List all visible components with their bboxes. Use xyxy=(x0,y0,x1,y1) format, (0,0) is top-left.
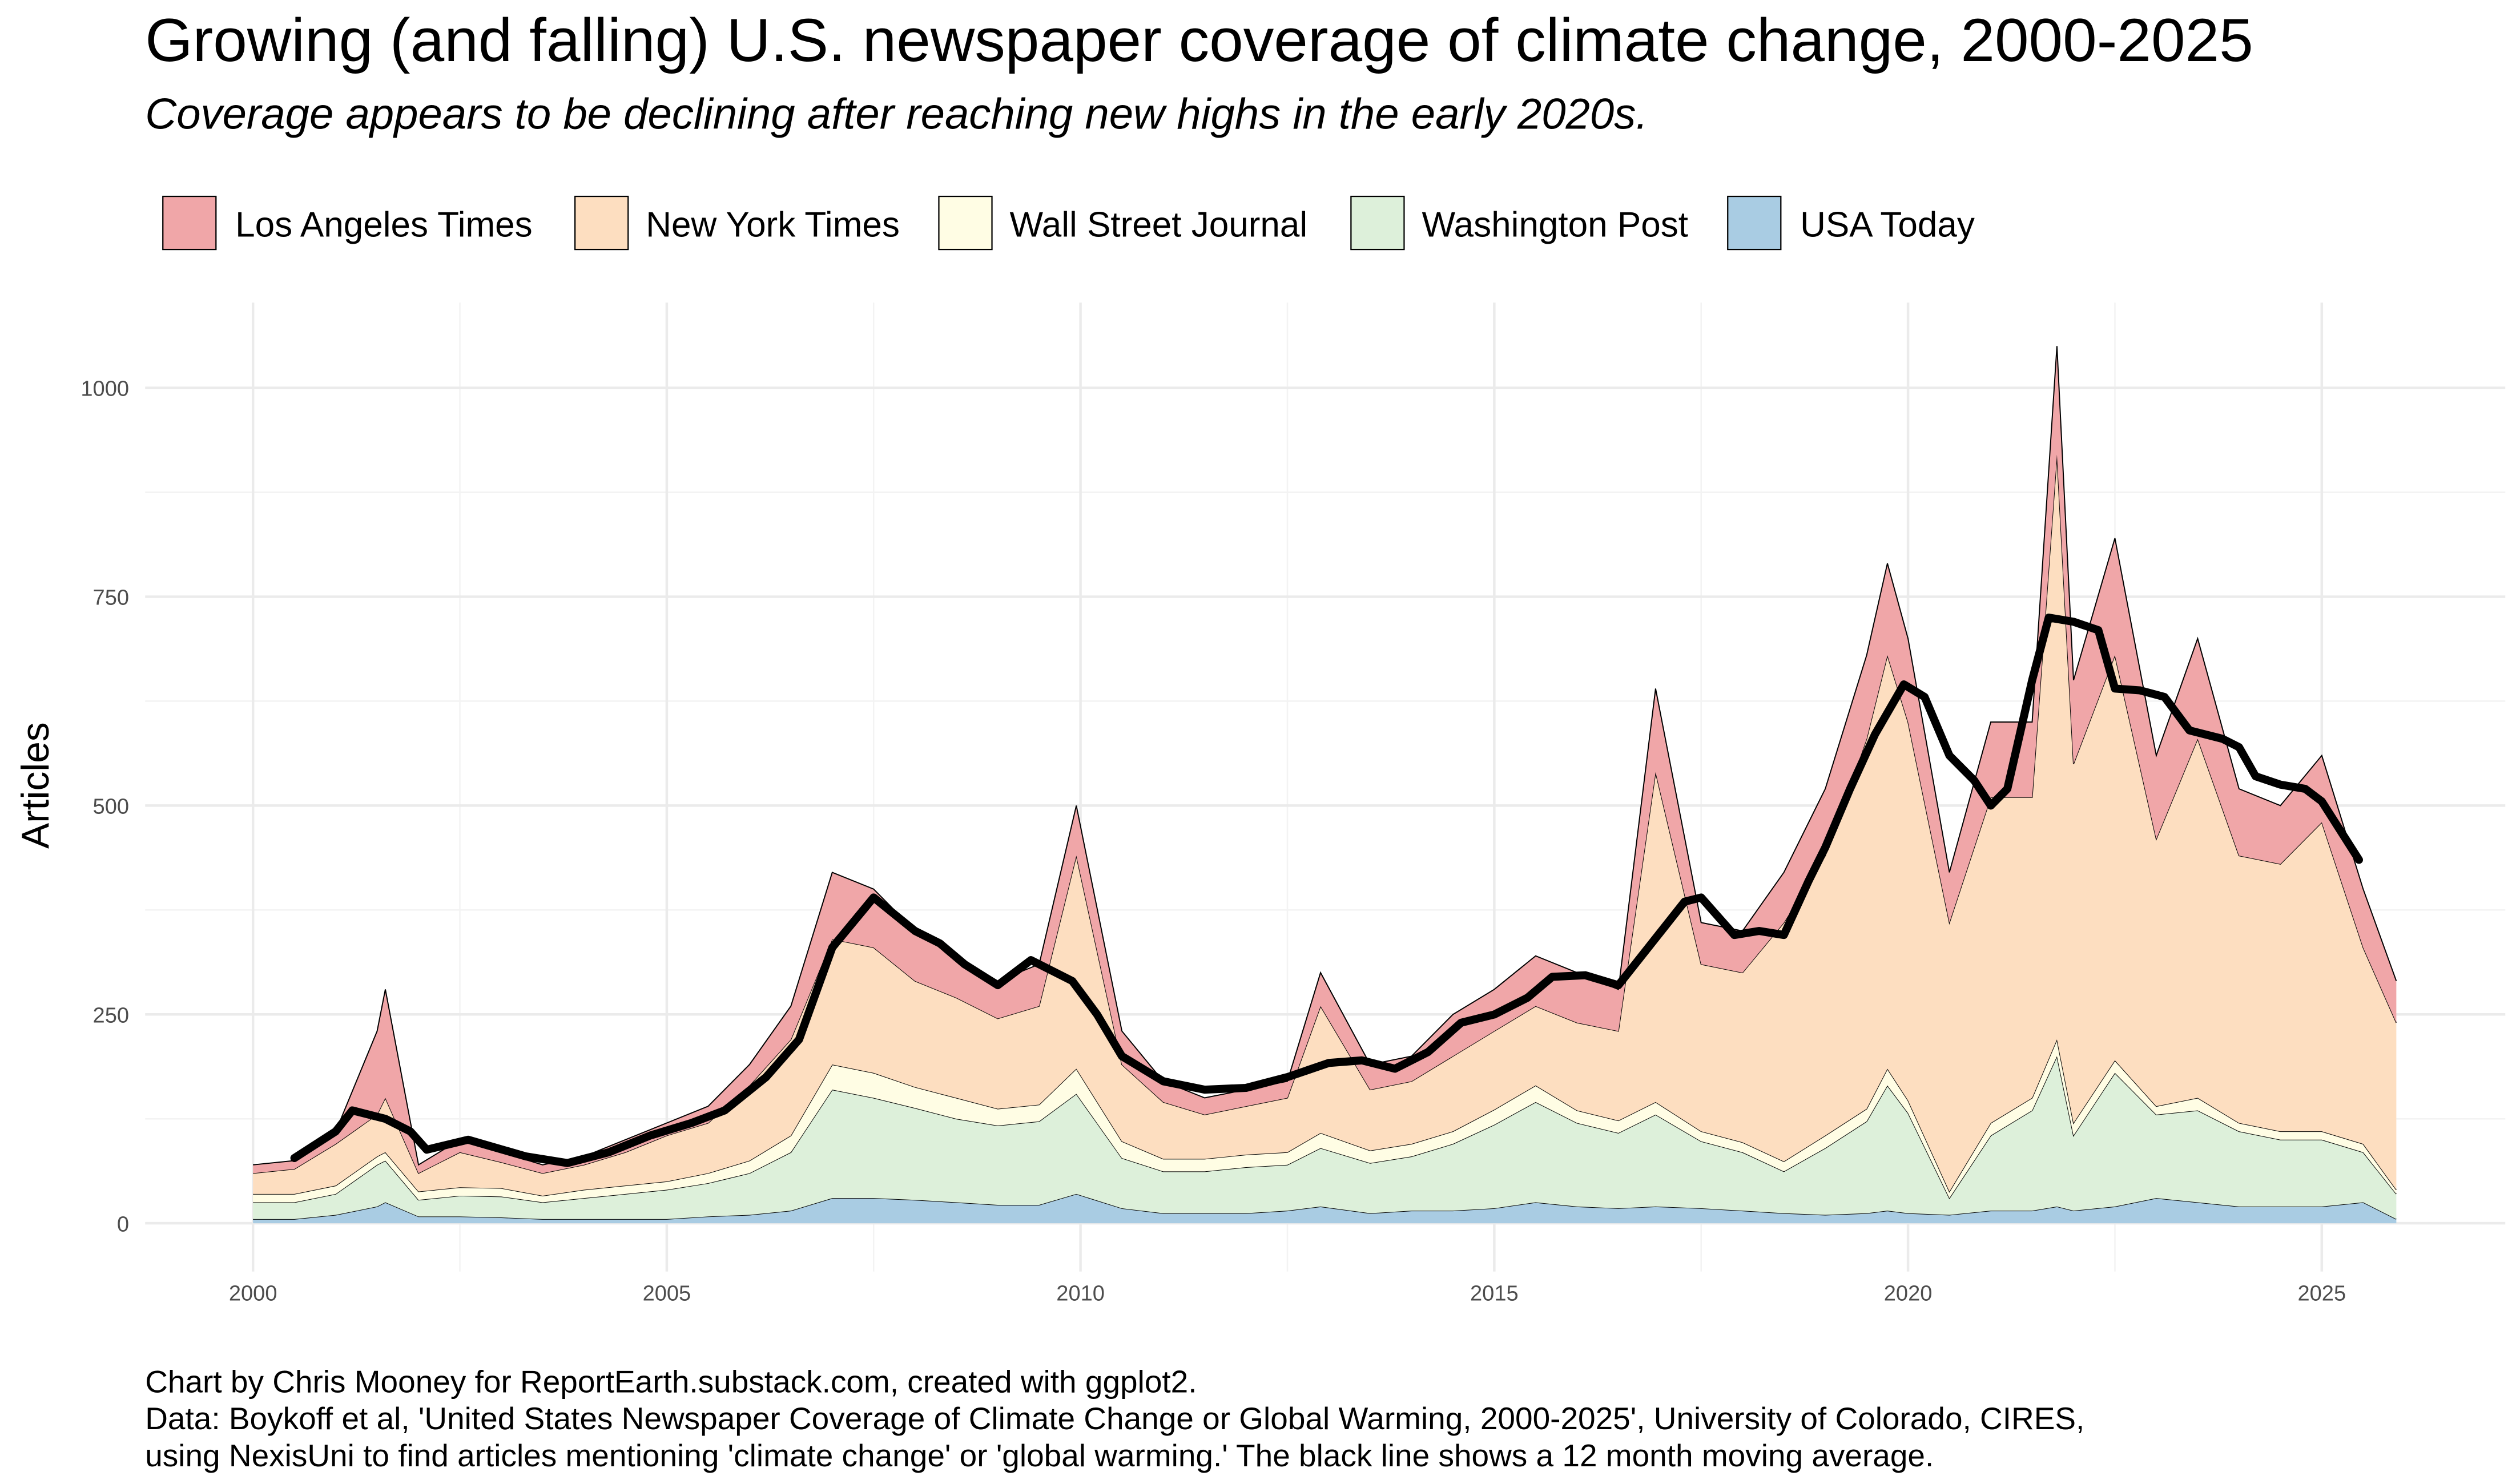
y-tick-label: 250 xyxy=(93,1003,129,1027)
area-washington-post xyxy=(253,1056,2397,1219)
legend-item-new-york-times[interactable]: New York Times xyxy=(574,195,900,251)
caption-line-3: using NexisUni to find articles mentioni… xyxy=(145,1438,1934,1473)
legend-item-usa-today[interactable]: USA Today xyxy=(1727,195,1975,251)
legend-label: USA Today xyxy=(1800,205,1975,245)
legend-swatch xyxy=(574,195,629,251)
legend-label: Wall Street Journal xyxy=(1010,205,1308,245)
y-axis-ticks: 0 250 500 750 1000 xyxy=(80,377,129,1237)
caption-line-2: Data: Boykoff et al, 'United States News… xyxy=(145,1401,2084,1436)
x-tick-label: 2005 xyxy=(643,1282,691,1306)
y-tick-label: 0 xyxy=(117,1212,129,1236)
y-tick-label: 500 xyxy=(93,795,129,818)
area-usa-today xyxy=(253,1193,2397,1224)
legend: Los Angeles Times New York Times Wall St… xyxy=(162,195,1975,251)
x-tick-label: 2015 xyxy=(1470,1282,1519,1306)
legend-swatch xyxy=(938,195,993,251)
area-new-york-times xyxy=(253,454,2397,1196)
legend-swatch xyxy=(162,195,217,251)
stacked-areas xyxy=(253,346,2397,1224)
x-tick-label: 2025 xyxy=(2297,1282,2346,1306)
legend-label: Los Angeles Times xyxy=(235,205,533,245)
x-tick-label: 2000 xyxy=(229,1282,277,1306)
legend-label: New York Times xyxy=(646,205,900,245)
caption-line-1: Chart by Chris Mooney for ReportEarth.su… xyxy=(145,1364,1197,1399)
x-tick-label: 2020 xyxy=(1884,1282,1933,1306)
x-tick-label: 2010 xyxy=(1056,1282,1105,1306)
moving-average xyxy=(290,613,2364,1167)
x-axis-ticks: 2000 2005 2010 2015 2020 2025 xyxy=(229,1282,2346,1306)
y-tick-label: 1000 xyxy=(80,377,129,401)
chart-title: Growing (and falling) U.S. newspaper cov… xyxy=(145,6,2253,74)
y-axis-label: Articles xyxy=(14,722,57,849)
legend-swatch xyxy=(1350,195,1405,251)
moving-average-line xyxy=(290,613,2364,1167)
area-los-angeles-times xyxy=(253,346,2397,1174)
y-tick-label: 750 xyxy=(93,586,129,610)
legend-item-washington-post[interactable]: Washington Post xyxy=(1350,195,1688,251)
legend-swatch xyxy=(1727,195,1782,251)
legend-item-los-angeles-times[interactable]: Los Angeles Times xyxy=(162,195,533,251)
chart-subtitle: Coverage appears to be declining after r… xyxy=(145,90,1648,139)
legend-item-wall-street-journal[interactable]: Wall Street Journal xyxy=(938,195,1308,251)
legend-label: Washington Post xyxy=(1422,205,1688,245)
